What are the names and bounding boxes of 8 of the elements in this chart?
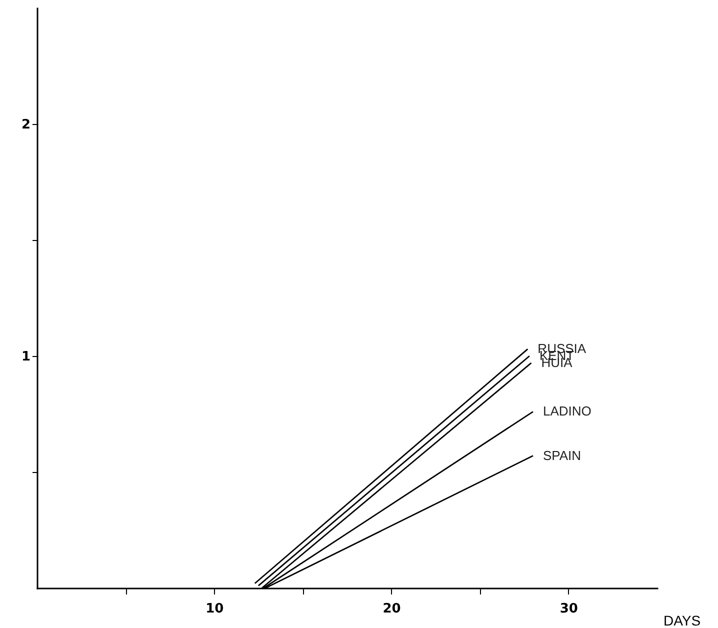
series-label: SPAIN [543,448,582,463]
x-axis-title: DAYS [664,612,701,628]
x-tick-label: 30 [560,602,578,616]
x-tick-label: 20 [382,602,401,616]
x-tick-label: 10 [206,602,224,616]
y-tick-label: 2 [21,118,30,132]
y-tick-label: 1 [21,350,30,364]
series-label: LADINO [543,404,592,419]
